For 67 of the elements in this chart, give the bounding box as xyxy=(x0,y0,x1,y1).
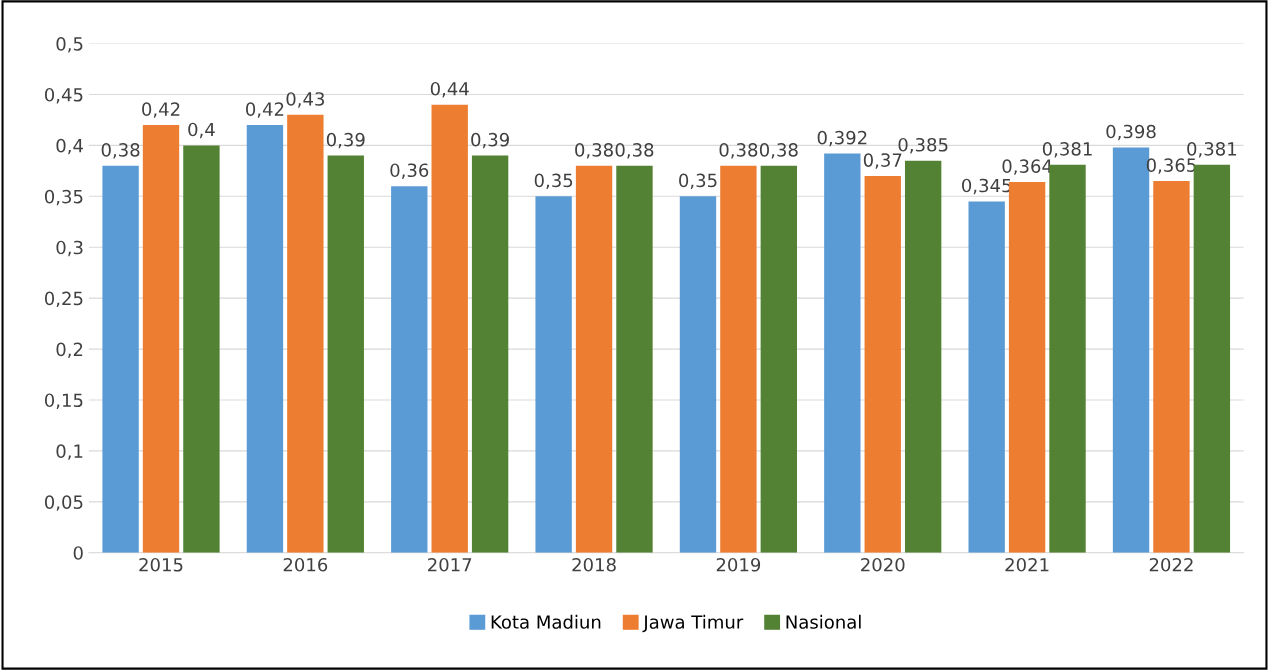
data-label: 0,392 xyxy=(817,130,867,147)
data-label: 0,38 xyxy=(719,143,758,159)
bar xyxy=(287,114,324,553)
bar xyxy=(183,145,220,553)
bar xyxy=(471,155,509,553)
y-tick-label: 0,4 xyxy=(56,138,83,155)
y-tick-label: 0,25 xyxy=(44,291,83,308)
data-label: 0,38 xyxy=(615,143,654,159)
x-tick-label: 2022 xyxy=(1149,557,1193,572)
bar xyxy=(616,165,653,553)
bar xyxy=(142,125,180,553)
y-tick-label: 0,15 xyxy=(44,393,83,409)
x-tick-label: 2018 xyxy=(572,557,616,572)
legend-label: Nasional xyxy=(786,614,861,629)
legend-label: Kota Madiun xyxy=(491,614,601,629)
bar xyxy=(246,125,284,553)
data-label: 0,42 xyxy=(246,102,284,118)
data-label: 0,38 xyxy=(759,143,798,159)
data-label: 0,381 xyxy=(1187,142,1237,158)
bar xyxy=(327,155,364,553)
bar xyxy=(1193,164,1231,553)
data-label: 0,38 xyxy=(101,143,140,159)
data-label: 0,364 xyxy=(1002,159,1052,175)
data-label: 0,35 xyxy=(679,173,717,190)
x-tick-label: 2017 xyxy=(428,557,472,572)
x-tick-label: 2015 xyxy=(139,557,183,572)
data-label: 0,35 xyxy=(534,173,573,190)
data-label: 0,36 xyxy=(390,163,429,179)
y-tick-label: 0,2 xyxy=(56,342,83,359)
data-label: 0,38 xyxy=(575,143,613,159)
bar xyxy=(760,165,797,553)
y-tick-label: 0,05 xyxy=(44,495,83,511)
data-label: 0,385 xyxy=(898,137,948,154)
bar xyxy=(1153,181,1190,553)
bar xyxy=(1049,164,1086,553)
data-label: 0,381 xyxy=(1042,142,1092,158)
data-label: 0,39 xyxy=(326,132,365,149)
x-tick-label: 2020 xyxy=(861,557,905,572)
bar xyxy=(535,196,572,553)
bar xyxy=(864,175,901,553)
y-tick-label: 0,5 xyxy=(56,37,83,53)
bar xyxy=(824,153,861,553)
x-tick-label: 2019 xyxy=(716,557,761,572)
data-label: 0,37 xyxy=(863,153,902,169)
y-tick-label: 0,35 xyxy=(44,189,83,206)
y-tick-label: 0 xyxy=(73,546,83,560)
data-label: 0,39 xyxy=(471,132,509,149)
data-label: 0,4 xyxy=(188,122,215,139)
bar xyxy=(431,104,468,553)
legend-label: Jawa Timur xyxy=(642,614,744,633)
data-label: 0,398 xyxy=(1106,124,1156,141)
bar xyxy=(904,160,942,553)
bar xyxy=(720,165,757,553)
data-label: 0,43 xyxy=(286,92,325,108)
y-tick-label: 0,45 xyxy=(44,87,83,104)
y-tick-label: 0,1 xyxy=(56,444,83,460)
bar xyxy=(102,165,139,553)
bar xyxy=(575,165,613,553)
data-label: 0,44 xyxy=(430,81,469,98)
bar xyxy=(1008,182,1046,553)
bar xyxy=(679,196,717,553)
x-tick-label: 2016 xyxy=(283,557,328,572)
data-label: 0,42 xyxy=(142,102,180,118)
bar xyxy=(968,201,1005,553)
x-tick-label: 2021 xyxy=(1005,557,1049,572)
y-tick-label: 0,3 xyxy=(56,240,83,257)
bar xyxy=(391,186,428,553)
